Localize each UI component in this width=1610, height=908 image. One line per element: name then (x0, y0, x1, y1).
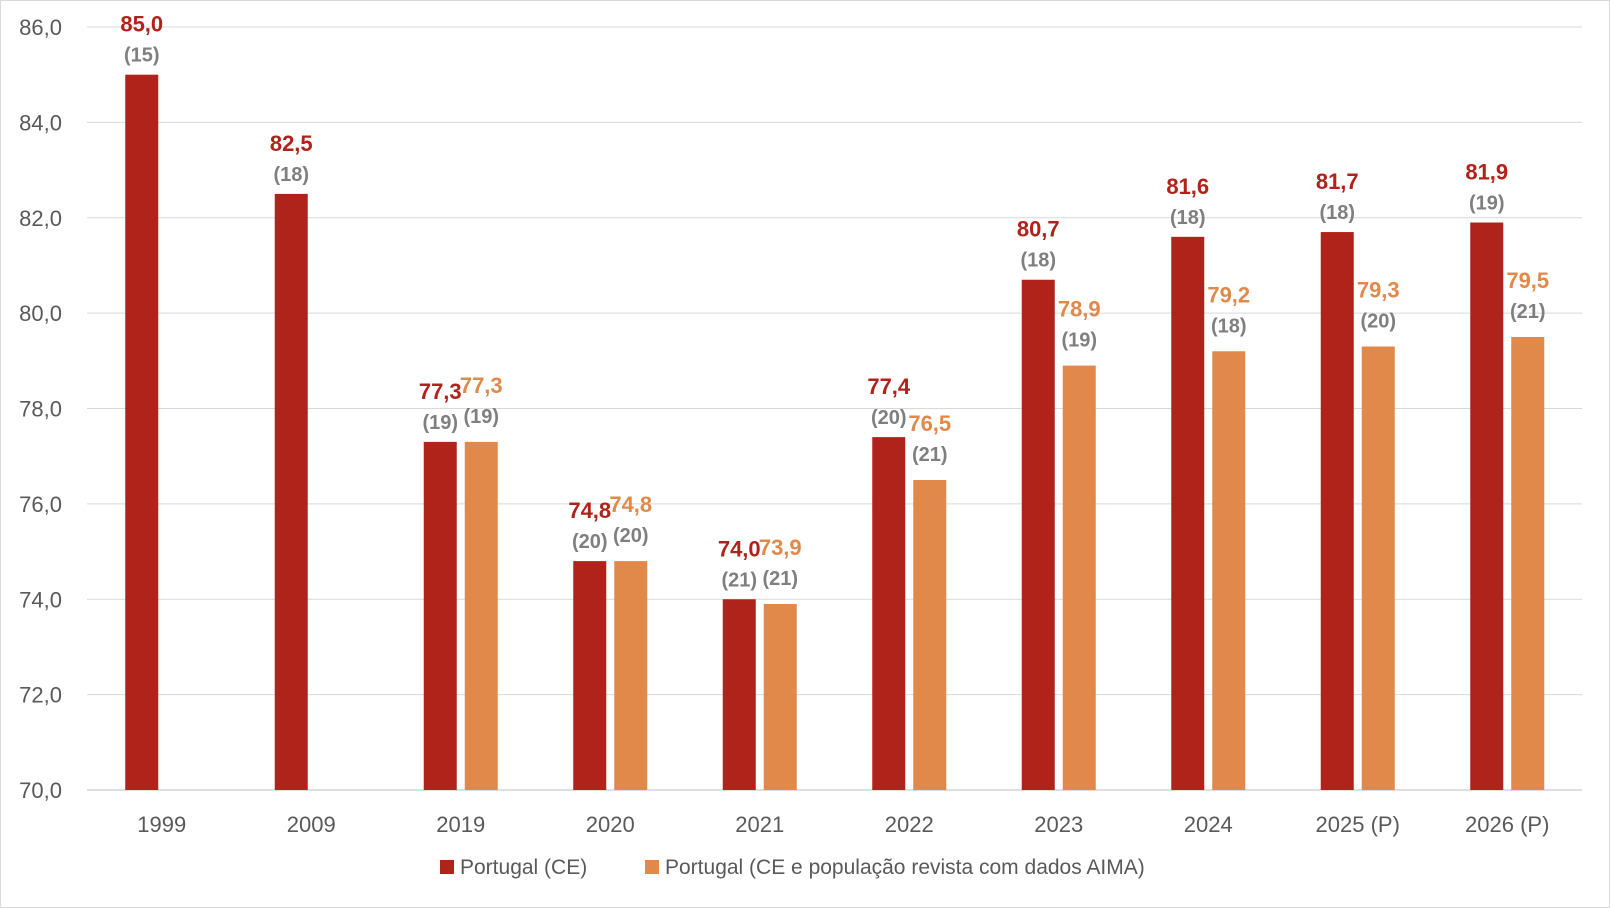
bar-ce-2009 (274, 193, 308, 790)
data-label-rank: (19) (1061, 330, 1097, 352)
y-tick-label: 82,0 (19, 206, 62, 231)
legend-swatch-aima (645, 860, 659, 874)
y-tick-label: 74,0 (19, 587, 62, 612)
data-label-value: 80,7 (1017, 217, 1060, 242)
x-tick-label: 2023 (1034, 812, 1083, 837)
data-label-rank: (15) (124, 45, 160, 67)
bar-ce-2025P (1320, 232, 1354, 790)
data-label-rank: (18) (1319, 202, 1355, 224)
x-tick-label: 2021 (735, 812, 784, 837)
bar-ce-2026P (1470, 222, 1504, 791)
legend-label-ce: Portugal (CE) (460, 856, 587, 879)
data-label-rank: (21) (912, 444, 948, 466)
bar-ce-1999 (125, 74, 159, 790)
legend-label-aima: Portugal (CE e população revista com dad… (665, 856, 1145, 879)
data-label-value: 81,9 (1465, 160, 1508, 185)
data-label-value: 74,8 (568, 498, 611, 523)
data-label-value: 74,0 (718, 536, 761, 561)
data-label-rank: (19) (463, 406, 499, 428)
y-tick-label: 84,0 (19, 110, 62, 135)
bar-aima-2025P (1361, 346, 1395, 790)
data-label-value: 85,0 (120, 12, 163, 37)
y-tick-label: 72,0 (19, 683, 62, 708)
data-label-rank: (18) (1211, 315, 1247, 337)
data-label-value: 82,5 (270, 131, 313, 156)
data-label-rank: (19) (422, 412, 458, 434)
data-label-rank: (18) (273, 164, 309, 186)
data-label-value: 79,5 (1506, 268, 1549, 293)
data-label-rank: (21) (762, 568, 798, 590)
bar-ce-2019 (423, 441, 457, 790)
data-label-value: 79,2 (1207, 282, 1250, 307)
bar-aima-2021 (763, 604, 797, 790)
data-label-rank: (21) (1510, 301, 1546, 323)
data-label-value: 77,3 (419, 379, 462, 404)
x-tick-label: 2009 (287, 812, 336, 837)
legend-swatch-ce (440, 860, 454, 874)
y-tick-label: 70,0 (19, 778, 62, 803)
data-label-value: 77,3 (460, 373, 503, 398)
bar-ce-2024 (1171, 236, 1205, 790)
y-tick-label: 76,0 (19, 492, 62, 517)
data-label-value: 73,9 (759, 535, 802, 560)
data-label-rank: (20) (871, 407, 907, 429)
data-label-rank: (20) (613, 525, 649, 547)
data-label-rank: (18) (1170, 207, 1206, 229)
data-label-rank: (18) (1020, 250, 1056, 272)
y-tick-label: 78,0 (19, 397, 62, 422)
data-label-rank: (19) (1469, 193, 1505, 215)
bar-aima-2023 (1062, 365, 1096, 790)
x-tick-label: 1999 (137, 812, 186, 837)
data-label-value: 77,4 (867, 374, 911, 399)
x-tick-label: 2022 (885, 812, 934, 837)
bar-aima-2019 (464, 441, 498, 790)
y-tick-label: 86,0 (19, 15, 62, 40)
bar-ce-2023 (1021, 279, 1055, 790)
data-label-rank: (20) (572, 531, 608, 553)
data-label-value: 79,3 (1357, 278, 1400, 303)
data-label-value: 81,6 (1166, 174, 1209, 199)
bar-aima-2020 (614, 561, 648, 790)
data-label-rank: (20) (1360, 311, 1396, 333)
x-tick-label: 2019 (436, 812, 485, 837)
bar-aima-2022 (913, 480, 947, 790)
x-tick-label: 2024 (1184, 812, 1233, 837)
bar-aima-2026P (1511, 336, 1545, 790)
x-tick-label: 2026 (P) (1465, 812, 1549, 837)
data-label-value: 78,9 (1058, 297, 1101, 322)
x-tick-label: 2020 (586, 812, 635, 837)
bar-ce-2020 (573, 561, 607, 790)
data-label-rank: (21) (721, 569, 757, 591)
data-label-value: 74,8 (609, 492, 652, 517)
y-tick-label: 80,0 (19, 301, 62, 326)
data-label-value: 76,5 (908, 411, 951, 436)
bar-ce-2021 (722, 599, 756, 790)
bar-aima-2024 (1212, 351, 1246, 790)
data-label-value: 81,7 (1316, 169, 1359, 194)
bar-ce-2022 (872, 437, 906, 790)
x-tick-label: 2025 (P) (1316, 812, 1400, 837)
